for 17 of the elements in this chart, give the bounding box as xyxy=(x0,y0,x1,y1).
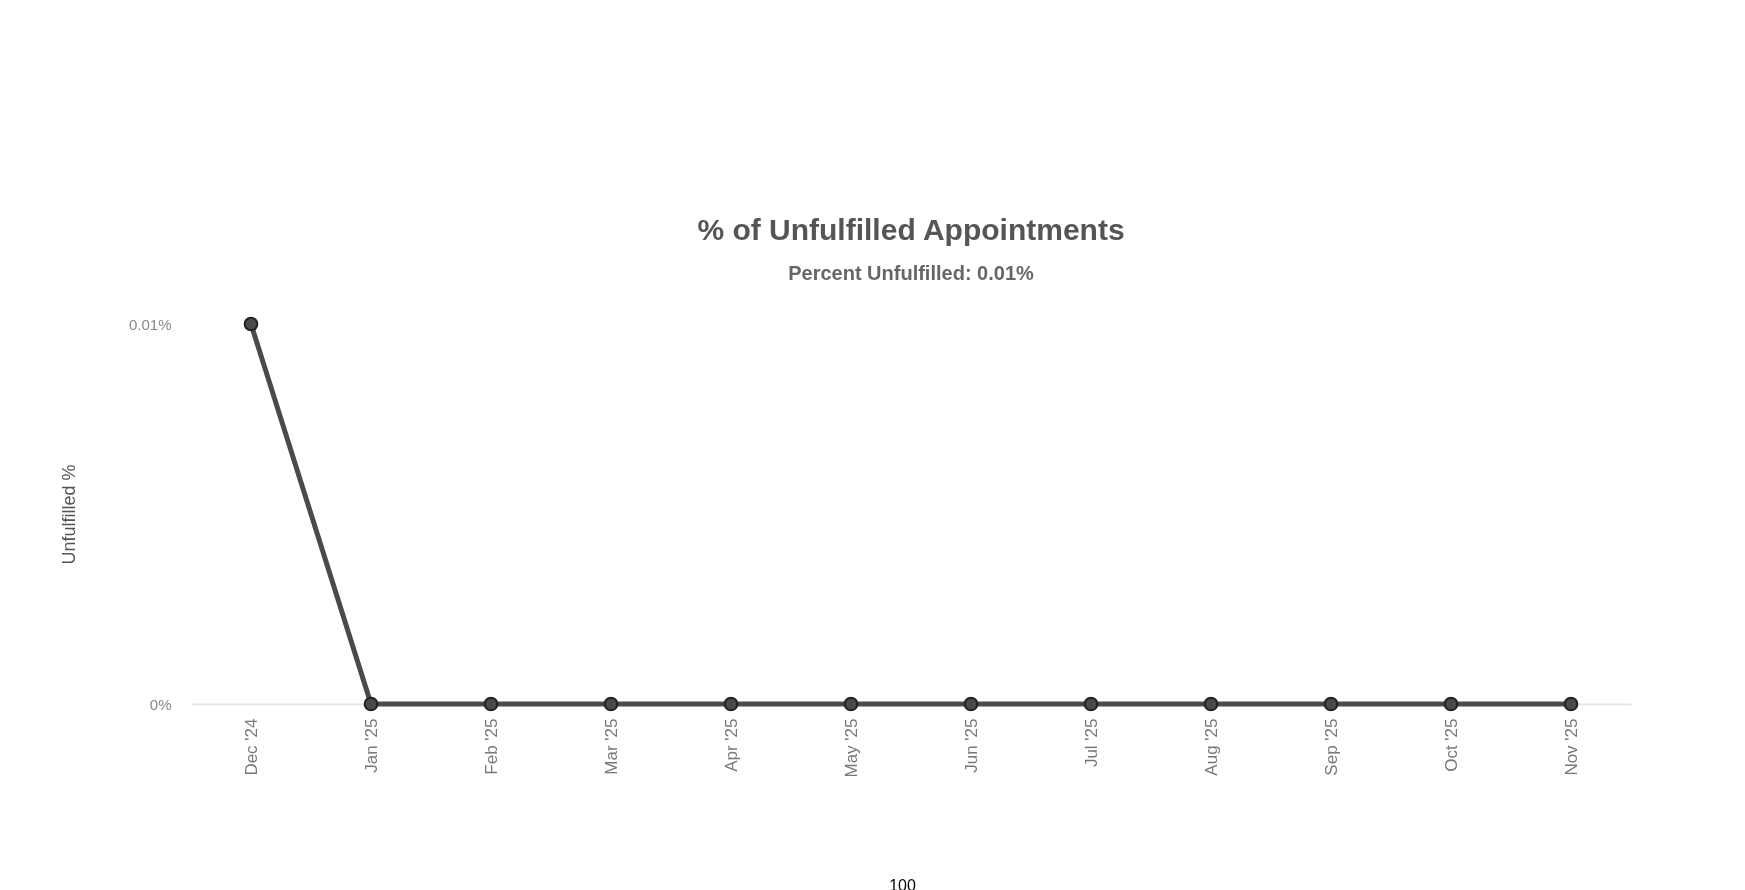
x-tick-label: Sep '25 xyxy=(1321,718,1341,776)
y-tick-label: 0% xyxy=(149,695,172,713)
chart-title: % of Unfulfilled Appointments xyxy=(697,212,1125,246)
x-tick-label: Jul '25 xyxy=(1081,718,1101,768)
x-tick-label: Aug '25 xyxy=(1201,718,1221,776)
x-tick-label: Jun '25 xyxy=(961,718,981,773)
x-tick-label: Nov '25 xyxy=(1561,718,1581,776)
x-tick-label: Mar '25 xyxy=(601,718,621,775)
x-tick-label: Dec '24 xyxy=(241,718,261,776)
y-tick-label: 0.01% xyxy=(128,315,172,333)
y-axis-title: Unfulfilled % xyxy=(58,464,79,565)
x-tick-label: Jan '25 xyxy=(361,718,381,773)
x-tick-label: Apr '25 xyxy=(721,718,741,772)
x-tick-label: May '25 xyxy=(841,718,861,778)
x-tick-label: Feb '25 xyxy=(481,718,501,775)
x-tick-label: Oct '25 xyxy=(1441,718,1461,772)
chart-subtitle: Percent Unfulfilled: 0.01% xyxy=(788,261,1035,284)
